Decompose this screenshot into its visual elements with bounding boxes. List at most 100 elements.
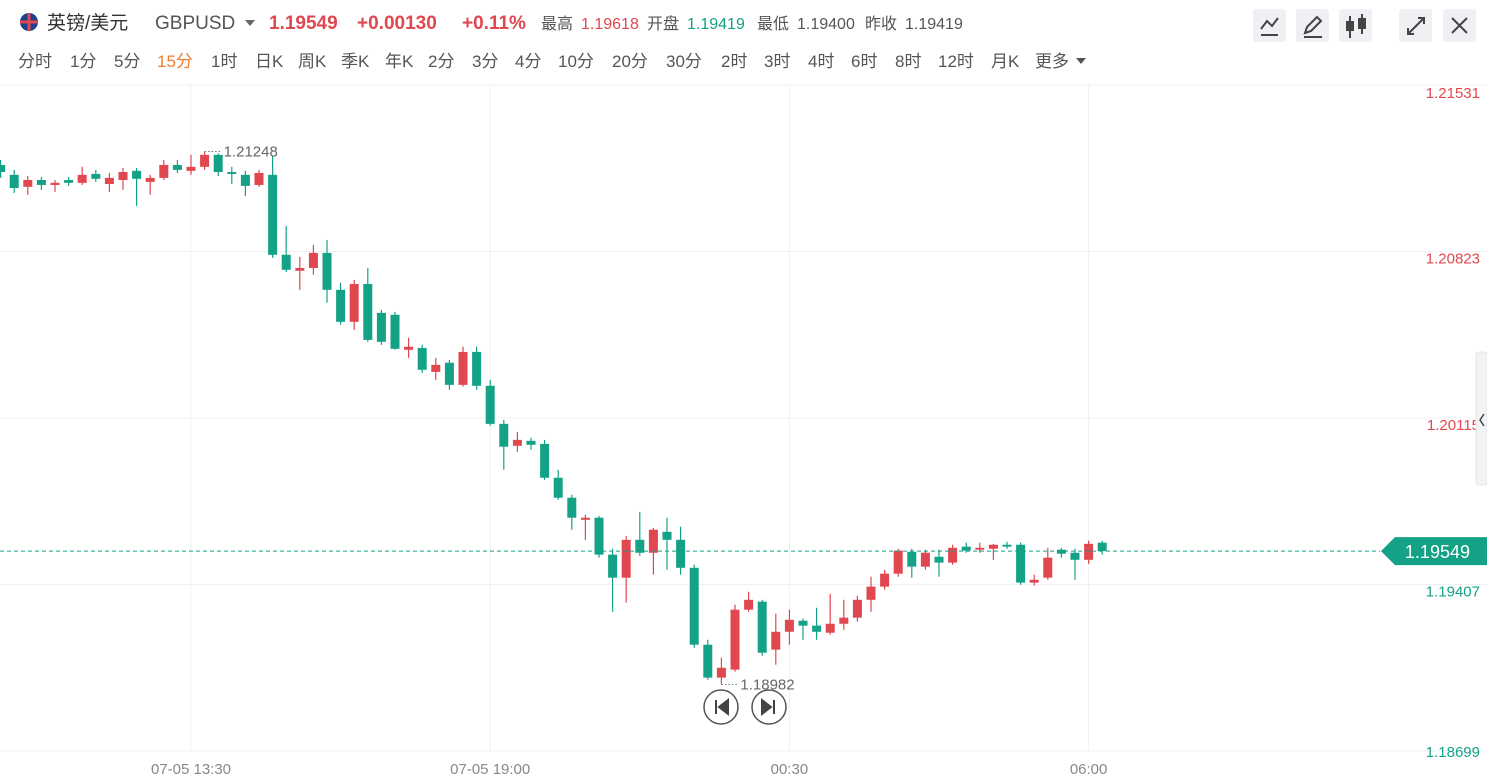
change-pct: +0.11% (462, 13, 526, 34)
candle-body (635, 539, 645, 553)
candle-body (254, 172, 264, 185)
candle-body (1056, 549, 1066, 554)
candle-body (730, 609, 740, 670)
candle-body (64, 180, 74, 183)
stat-label: 开盘 (647, 14, 679, 33)
candle-body (608, 554, 618, 578)
candle-body (839, 617, 849, 624)
y-tick-label: 1.18699 (1426, 744, 1480, 761)
candle-body (512, 439, 522, 446)
tool-icon (1303, 15, 1323, 38)
stat-value: 1.19618 (581, 16, 639, 33)
prev-icon (715, 697, 729, 717)
toolbar (1253, 9, 1476, 42)
symbol: GBPUSD (155, 13, 235, 34)
timeframe-tab[interactable]: 12时 (938, 52, 974, 71)
timeframe-tab[interactable]: 分时 (18, 52, 52, 71)
candle-body (159, 164, 169, 178)
timeframe-tab[interactable]: 4分 (515, 52, 541, 71)
timeframe-tab[interactable]: 3时 (764, 52, 790, 71)
stat-label: 最高 (541, 15, 573, 33)
timeframe-tab[interactable]: 日K (255, 52, 284, 71)
candle-body (771, 631, 781, 650)
candle-body (118, 172, 128, 181)
x-tick-label: 06:00 (1070, 761, 1108, 778)
timeframe-tab[interactable]: 年K (385, 52, 414, 71)
candle-body (988, 544, 998, 549)
timeframe-tab[interactable]: 8时 (895, 52, 921, 71)
candle-body (213, 154, 223, 173)
y-tick-label: 1.21531 (1426, 85, 1480, 102)
candle-body (308, 252, 318, 268)
next-icon (761, 697, 775, 717)
candle-body (920, 552, 930, 567)
candle-body (77, 174, 87, 183)
timeframe-tab[interactable]: 1分 (70, 52, 96, 71)
timeframe-tabs: 分时 1分 5分 15分 1时 日K 周K 季K 年K 2分 3分 4分 10分 20分 30分 2时 3时 4时… (18, 52, 1086, 71)
candle-body (798, 620, 808, 626)
candle-body (825, 623, 835, 633)
more-caret (1076, 58, 1086, 64)
candle-body (295, 267, 305, 271)
timeframe-tab[interactable]: 15分 (157, 52, 193, 71)
candle-body (240, 174, 250, 186)
candle-body (852, 599, 862, 618)
timeframe-tab[interactable]: 月K (991, 52, 1020, 71)
candle-body (363, 283, 373, 340)
flag-cross (20, 13, 38, 31)
candle-body (893, 550, 903, 574)
tool-button[interactable] (1339, 9, 1372, 42)
candle-body (648, 529, 658, 553)
candle-body (934, 556, 944, 563)
timeframe-tab[interactable]: 周K (298, 52, 327, 71)
candle-body (1002, 544, 1012, 547)
candle-body (1070, 552, 1080, 560)
candle-body (0, 164, 6, 173)
timeframe-tab[interactable]: 4时 (808, 52, 834, 71)
x-tick-label: 07-05 13:30 (151, 761, 231, 778)
candle-body (757, 601, 767, 653)
plot-area: 07-05 13:30 07-05 19:00 00:30 06:00 1.18699 1… (0, 84, 1487, 778)
tool-icon (1260, 17, 1279, 36)
timeframe-tab[interactable]: 30分 (666, 52, 702, 71)
timeframe-tab[interactable]: 2分 (428, 52, 454, 71)
candle-body (36, 180, 46, 185)
candle-body (145, 177, 155, 182)
candle-body (1084, 543, 1094, 560)
candle-body (91, 173, 101, 179)
collapse-icon (1479, 413, 1485, 427)
candle-body (417, 347, 427, 370)
more-tab[interactable]: 更多 (1035, 52, 1069, 71)
timeframe-tab[interactable]: 20分 (612, 52, 648, 71)
candle-body (866, 586, 876, 600)
candle-body (1029, 579, 1039, 583)
symbol-caret[interactable] (245, 20, 255, 26)
candle-body (104, 177, 114, 185)
timeframe-tab[interactable]: 1时 (211, 52, 237, 71)
pair-name: 英镑/美元 (47, 12, 128, 34)
candle-body (580, 517, 590, 520)
timeframe-tab[interactable]: 3分 (472, 52, 498, 71)
candle-body (907, 551, 917, 567)
tool-icon (1346, 21, 1354, 31)
candle-body (1097, 542, 1107, 552)
x-tick-label: 00:30 (771, 761, 809, 778)
y-tick-label: 1.20823 (1426, 251, 1480, 268)
timeframe-tab[interactable]: 6时 (851, 52, 877, 71)
tool-icon (1407, 17, 1425, 35)
tool-icon (1451, 17, 1468, 34)
timeframe-tab[interactable]: 季K (341, 52, 370, 71)
candle-body (485, 385, 495, 424)
stat-label: 昨收 (865, 15, 897, 33)
candle-body (458, 351, 468, 385)
nav-buttons (703, 689, 787, 725)
candle-body (744, 599, 754, 610)
timeframe-tab[interactable]: 2时 (721, 52, 747, 71)
price: 1.19549 (269, 13, 338, 34)
candle-body (540, 443, 550, 478)
tool-button[interactable] (1253, 9, 1286, 42)
timeframe-tab[interactable]: 10分 (558, 52, 594, 71)
candle-body (9, 174, 19, 189)
timeframe-tab[interactable]: 5分 (114, 52, 140, 71)
